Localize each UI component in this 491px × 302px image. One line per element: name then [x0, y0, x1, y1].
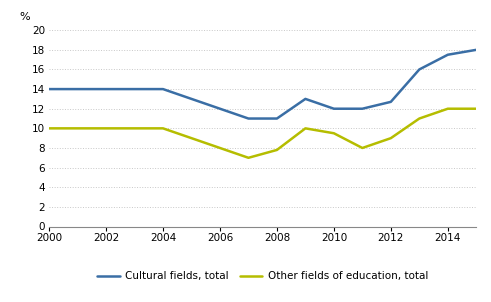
Other fields of education, total: [160, 127, 166, 130]
Other fields of education, total: [302, 127, 308, 130]
Cultural fields, total: [217, 107, 223, 111]
Cultural fields, total: [46, 87, 52, 91]
Legend: Cultural fields, total, Other fields of education, total: Cultural fields, total, Other fields of …: [93, 267, 432, 285]
Cultural fields, total: [359, 107, 365, 111]
Other fields of education, total: [46, 127, 52, 130]
Other fields of education, total: [416, 117, 422, 120]
Line: Cultural fields, total: Cultural fields, total: [49, 50, 476, 118]
Cultural fields, total: [274, 117, 280, 120]
Other fields of education, total: [132, 127, 137, 130]
Cultural fields, total: [189, 97, 194, 101]
Cultural fields, total: [103, 87, 109, 91]
Other fields of education, total: [246, 156, 251, 159]
Cultural fields, total: [416, 68, 422, 71]
Other fields of education, total: [473, 107, 479, 111]
Cultural fields, total: [331, 107, 337, 111]
Other fields of education, total: [274, 148, 280, 152]
Line: Other fields of education, total: Other fields of education, total: [49, 109, 476, 158]
Cultural fields, total: [75, 87, 81, 91]
Cultural fields, total: [445, 53, 451, 56]
Other fields of education, total: [445, 107, 451, 111]
Cultural fields, total: [132, 87, 137, 91]
Cultural fields, total: [302, 97, 308, 101]
Cultural fields, total: [388, 100, 394, 104]
Other fields of education, total: [388, 137, 394, 140]
Cultural fields, total: [160, 87, 166, 91]
Other fields of education, total: [331, 131, 337, 135]
Other fields of education, total: [75, 127, 81, 130]
Other fields of education, total: [189, 137, 194, 140]
Other fields of education, total: [103, 127, 109, 130]
Other fields of education, total: [359, 146, 365, 150]
Cultural fields, total: [246, 117, 251, 120]
Other fields of education, total: [217, 146, 223, 150]
Text: %: %: [19, 12, 30, 22]
Cultural fields, total: [473, 48, 479, 52]
